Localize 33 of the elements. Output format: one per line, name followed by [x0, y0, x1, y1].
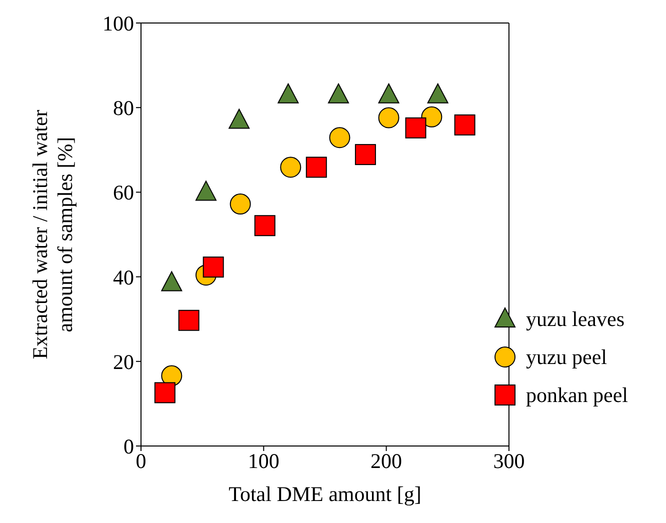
point: [178, 310, 200, 331]
x-tick-label: 300: [493, 448, 525, 473]
point: [161, 271, 182, 292]
point: [230, 194, 251, 215]
point: [196, 180, 217, 201]
legend-label: yuzu peel: [526, 344, 607, 370]
point: [202, 256, 224, 278]
point: [427, 83, 448, 104]
point: [378, 83, 400, 104]
y-tick-label: 40: [113, 265, 134, 290]
point: [405, 117, 426, 138]
point: [329, 127, 350, 148]
y-tick-label: 80: [113, 96, 134, 120]
legend-label: yuzu leaves: [526, 306, 624, 332]
point: [280, 156, 302, 178]
point: [378, 107, 400, 128]
y-tick-label: 20: [113, 350, 134, 374]
y-tick-label: 100: [102, 11, 134, 36]
point: [306, 156, 327, 178]
point: [154, 382, 176, 404]
y-axis-title: Extracted water / initial water amount of samples [%]: [28, 110, 77, 360]
x-axis-title: Total DME amount [g]: [228, 482, 422, 506]
y-tick-label: 60: [113, 180, 134, 205]
x-tick-label: 200: [370, 448, 402, 473]
point: [228, 108, 250, 129]
point: [254, 215, 276, 236]
point: [354, 144, 376, 166]
legend-label: ponkan peel: [526, 382, 628, 408]
point: [328, 83, 349, 104]
point: [421, 106, 442, 128]
x-tick-label: 100: [248, 448, 280, 473]
point: [278, 83, 299, 104]
point: [454, 114, 476, 136]
